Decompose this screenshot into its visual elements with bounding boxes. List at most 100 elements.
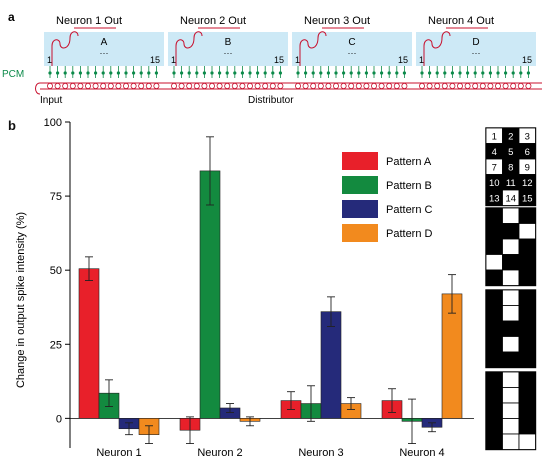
pcm-dot: [496, 71, 500, 75]
distributor-node: [464, 83, 471, 90]
distributor-node: [434, 83, 441, 90]
distributor-label: Distributor: [248, 95, 294, 106]
distributor-node: [401, 83, 408, 90]
pattern-cell: [502, 254, 520, 271]
pattern-cell: [485, 402, 503, 419]
distributor-node: [310, 83, 317, 90]
pattern-cell: [502, 223, 520, 240]
distributor-node: [525, 83, 532, 90]
pcm-dot: [78, 71, 82, 75]
pattern-cell-index: 5: [508, 147, 513, 158]
distributor-node: [355, 83, 362, 90]
pcm-dot: [319, 71, 323, 75]
neuron-ellipsis: ···: [224, 48, 233, 58]
pattern-cell: [502, 320, 520, 337]
pcm-dot: [233, 71, 237, 75]
first-index-label: 1: [47, 55, 52, 65]
neuron-letter: C: [348, 37, 355, 48]
neuron-letter: D: [472, 37, 479, 48]
last-index-label: 15: [398, 55, 408, 65]
neuron-ellipsis: ···: [472, 48, 481, 58]
pcm-dot: [304, 71, 308, 75]
distributor-node: [115, 83, 122, 90]
last-index-label: 15: [522, 55, 532, 65]
distributor-node: [487, 83, 494, 90]
pcm-dot: [195, 71, 199, 75]
distributor-node: [517, 83, 524, 90]
pattern-cell: [518, 238, 536, 255]
panel-a-label: a: [8, 10, 15, 24]
pcm-dot: [278, 71, 282, 75]
pcm-dot: [139, 71, 143, 75]
pcm-dot: [428, 71, 432, 75]
pcm-dot: [225, 71, 229, 75]
pcm-dot: [364, 71, 368, 75]
bar-chart-svg: 0 25 50 75 100 Change in output spike intensi…: [15, 117, 474, 459]
pcm-dot: [132, 71, 136, 75]
distributor-node: [378, 83, 385, 90]
distributor-node: [62, 83, 69, 90]
pattern-cell-index: 12: [522, 178, 533, 189]
distributor-node: [332, 83, 339, 90]
distributor-node: [262, 83, 269, 90]
distributor-node: [502, 83, 509, 90]
pcm-dot: [311, 71, 315, 75]
distributor-node: [340, 83, 347, 90]
distributor-node: [254, 83, 261, 90]
neuron-ellipsis: ···: [100, 48, 109, 58]
pattern-cell: [518, 351, 536, 368]
pcm-dot: [458, 71, 462, 75]
pattern-cell-index: 8: [508, 163, 513, 174]
neuron-letter: B: [225, 37, 232, 48]
legend-swatch: [342, 176, 378, 194]
panel-b-label: b: [8, 118, 16, 133]
pattern-cell: [518, 387, 536, 404]
distributor-node: [69, 83, 76, 90]
pcm-dot: [109, 71, 113, 75]
pcm-dot: [519, 71, 523, 75]
neuron-feedback-loop: [423, 31, 451, 66]
pcm-dot: [380, 71, 384, 75]
pattern-cell-index: 4: [492, 147, 497, 158]
pcm-dot: [147, 71, 151, 75]
legend-entry: Pattern D: [386, 228, 433, 240]
y-tick-label: 50: [50, 265, 62, 277]
distributor-node: [239, 83, 246, 90]
pattern-cell: [502, 351, 520, 368]
distributor-node: [386, 83, 393, 90]
pcm-dot: [271, 71, 275, 75]
pcm-dot: [349, 71, 353, 75]
pcm-dot: [248, 71, 252, 75]
pattern-grids: 1 2 3 4 5 6 7 8 9 10 11 12 13 14 15: [484, 126, 540, 460]
pattern-cell: [485, 238, 503, 255]
pattern-cell: [502, 238, 520, 255]
pattern-cell: [485, 418, 503, 435]
distributor-node: [138, 83, 145, 90]
neuron-block-A: [44, 32, 164, 66]
pcm-dot: [124, 71, 128, 75]
x-tick-label: Neuron 4: [399, 447, 444, 459]
pattern-cell: [485, 254, 503, 271]
neuron-out-label: Neuron 4 Out: [428, 15, 494, 27]
bar-pattern-b: [199, 170, 221, 419]
neuron-feedback-loop: [51, 31, 79, 66]
distributor-node: [441, 83, 448, 90]
neuron-feedback-loop: [299, 31, 327, 66]
distributor-node: [418, 83, 425, 90]
pcm-dot: [526, 71, 531, 75]
pcm-dot: [101, 71, 105, 75]
pcm-dot: [48, 71, 52, 75]
pattern-cell: [518, 402, 536, 419]
distributor-node: [54, 83, 61, 90]
pattern-cell: [485, 269, 503, 286]
pcm-dot: [180, 71, 184, 75]
distributor-node: [510, 83, 517, 90]
pattern-cell: [485, 223, 503, 240]
pcm-dot: [473, 71, 477, 75]
pattern-cell: [518, 371, 536, 388]
neuron-feedback-loop: [175, 31, 203, 66]
neuron-block-D: [416, 32, 536, 66]
bar-pattern-c: [320, 311, 342, 419]
pcm-dot: [481, 71, 485, 75]
